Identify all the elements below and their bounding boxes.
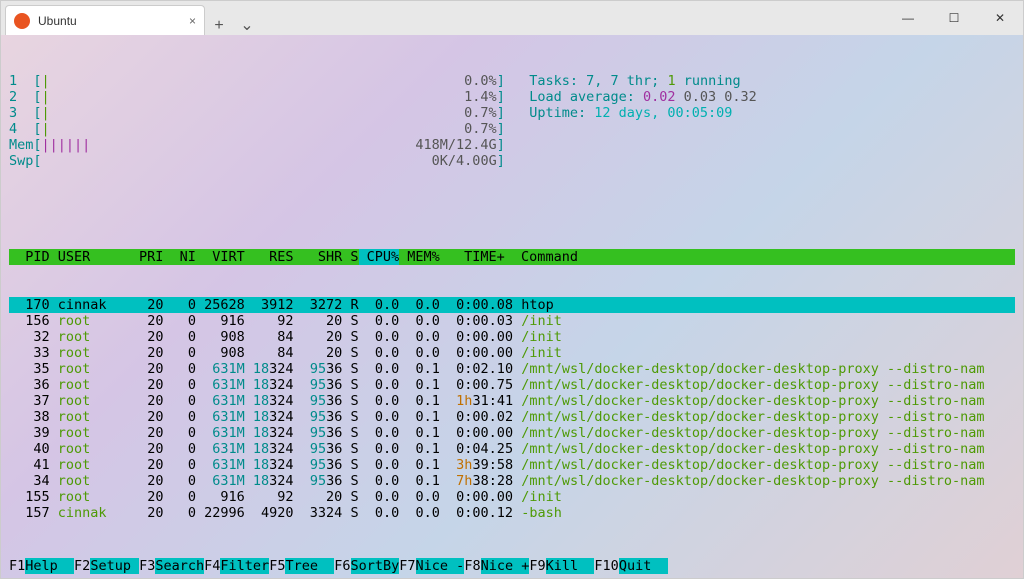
tab-title: Ubuntu: [38, 14, 77, 28]
tab-close-icon[interactable]: ×: [189, 14, 196, 28]
ubuntu-icon: [14, 13, 30, 29]
process-list: 170 cinnak 20 0 25628 3912 3272 R 0.0 0.…: [9, 297, 1015, 521]
process-row[interactable]: 38 root 20 0 631M 18324 9536 S 0.0 0.1 0…: [9, 409, 1015, 425]
process-row[interactable]: 32 root 20 0 908 84 20 S 0.0 0.0 0:00.00…: [9, 329, 1015, 345]
maximize-button[interactable]: ☐: [931, 1, 977, 35]
process-row[interactable]: 39 root 20 0 631M 18324 9536 S 0.0 0.1 0…: [9, 425, 1015, 441]
function-key-bar[interactable]: F1Help F2Setup F3SearchF4FilterF5Tree F6…: [9, 558, 1015, 574]
process-row[interactable]: 37 root 20 0 631M 18324 9536 S 0.0 0.1 1…: [9, 393, 1015, 409]
terminal-window: Ubuntu × + ⌄ — ☐ ✕ 1 [| 0.0%] Tasks: 7, …: [0, 0, 1024, 579]
process-row[interactable]: 157 cinnak 20 0 22996 4920 3324 S 0.0 0.…: [9, 505, 1015, 521]
close-button[interactable]: ✕: [977, 1, 1023, 35]
process-row[interactable]: 41 root 20 0 631M 18324 9536 S 0.0 0.1 3…: [9, 457, 1015, 473]
window-controls: — ☐ ✕: [885, 1, 1023, 35]
new-tab-button[interactable]: +: [205, 17, 233, 35]
process-row[interactable]: 156 root 20 0 916 92 20 S 0.0 0.0 0:00.0…: [9, 313, 1015, 329]
tab-ubuntu[interactable]: Ubuntu ×: [5, 5, 205, 35]
terminal-viewport[interactable]: 1 [| 0.0%] Tasks: 7, 7 thr; 1 running2 […: [1, 35, 1023, 578]
process-row[interactable]: 40 root 20 0 631M 18324 9536 S 0.0 0.1 0…: [9, 441, 1015, 457]
htop-meters: 1 [| 0.0%] Tasks: 7, 7 thr; 1 running2 […: [9, 73, 1015, 169]
process-row[interactable]: 35 root 20 0 631M 18324 9536 S 0.0 0.1 0…: [9, 361, 1015, 377]
process-header[interactable]: PID USER PRI NI VIRT RES SHR S CPU% MEM%…: [9, 249, 1015, 265]
process-row[interactable]: 33 root 20 0 908 84 20 S 0.0 0.0 0:00.00…: [9, 345, 1015, 361]
tab-dropdown-icon[interactable]: ⌄: [233, 15, 261, 35]
process-row[interactable]: 34 root 20 0 631M 18324 9536 S 0.0 0.1 7…: [9, 473, 1015, 489]
process-row[interactable]: 155 root 20 0 916 92 20 S 0.0 0.0 0:00.0…: [9, 489, 1015, 505]
process-row[interactable]: 36 root 20 0 631M 18324 9536 S 0.0 0.1 0…: [9, 377, 1015, 393]
process-row[interactable]: 170 cinnak 20 0 25628 3912 3272 R 0.0 0.…: [9, 297, 1015, 313]
tab-bar: Ubuntu × + ⌄ — ☐ ✕: [1, 1, 1023, 35]
minimize-button[interactable]: —: [885, 1, 931, 35]
